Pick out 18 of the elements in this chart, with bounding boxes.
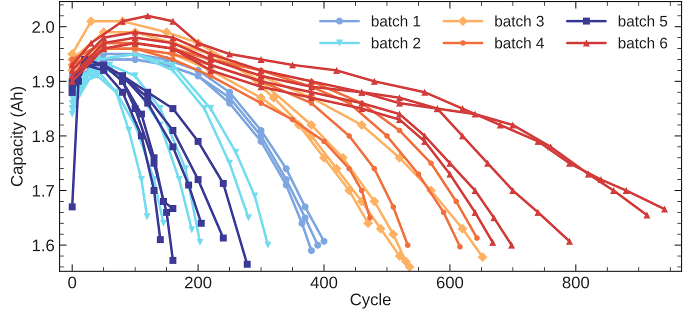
y-tick-label: 1.8 [32,130,54,142]
x-axis-title: Cycle [350,293,391,309]
y-axis-title: Capacity (Ah) [10,87,26,186]
x-tick-label: 0 [68,276,76,288]
y-tick-label: 1.7 [32,185,54,197]
y-tick-label: 1.9 [32,76,54,88]
x-tick-label: 600 [436,276,464,288]
legend-label: batch 4 [495,37,544,48]
x-tick-label: 400 [310,276,338,288]
y-tick-label: 2.0 [32,21,54,33]
legend-label: batch 1 [372,15,420,27]
legend-label: batch 3 [495,15,544,27]
legend-label: batch 5 [618,15,668,27]
x-tick-label: 800 [562,276,590,288]
legend-label: batch 2 [372,37,420,48]
y-tick-label: 1.6 [32,240,54,252]
x-tick-label: 200 [185,276,212,288]
legend-label: batch 6 [618,37,668,48]
